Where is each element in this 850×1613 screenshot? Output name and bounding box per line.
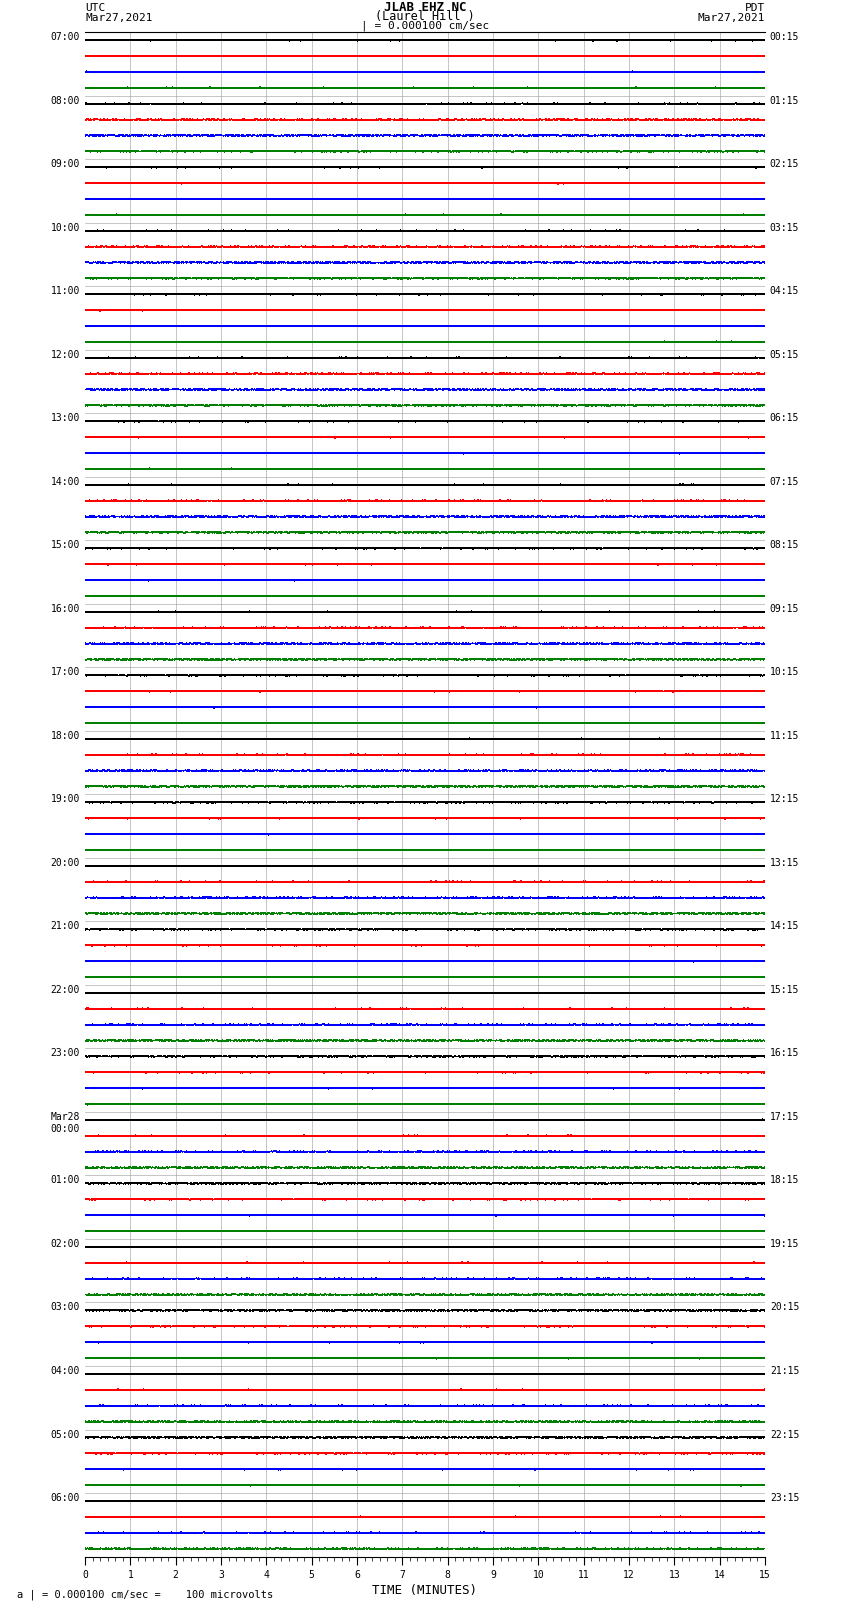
Text: Mar27,2021: Mar27,2021 [85, 13, 152, 23]
Text: JLAB EHZ NC: JLAB EHZ NC [383, 0, 467, 13]
Text: (Laurel Hill ): (Laurel Hill ) [375, 10, 475, 23]
X-axis label: TIME (MINUTES): TIME (MINUTES) [372, 1584, 478, 1597]
Text: UTC: UTC [85, 3, 105, 13]
Text: | = 0.000100 cm/sec: | = 0.000100 cm/sec [361, 19, 489, 31]
Text: a | = 0.000100 cm/sec =    100 microvolts: a | = 0.000100 cm/sec = 100 microvolts [17, 1589, 273, 1600]
Text: PDT: PDT [745, 3, 765, 13]
Text: Mar27,2021: Mar27,2021 [698, 13, 765, 23]
